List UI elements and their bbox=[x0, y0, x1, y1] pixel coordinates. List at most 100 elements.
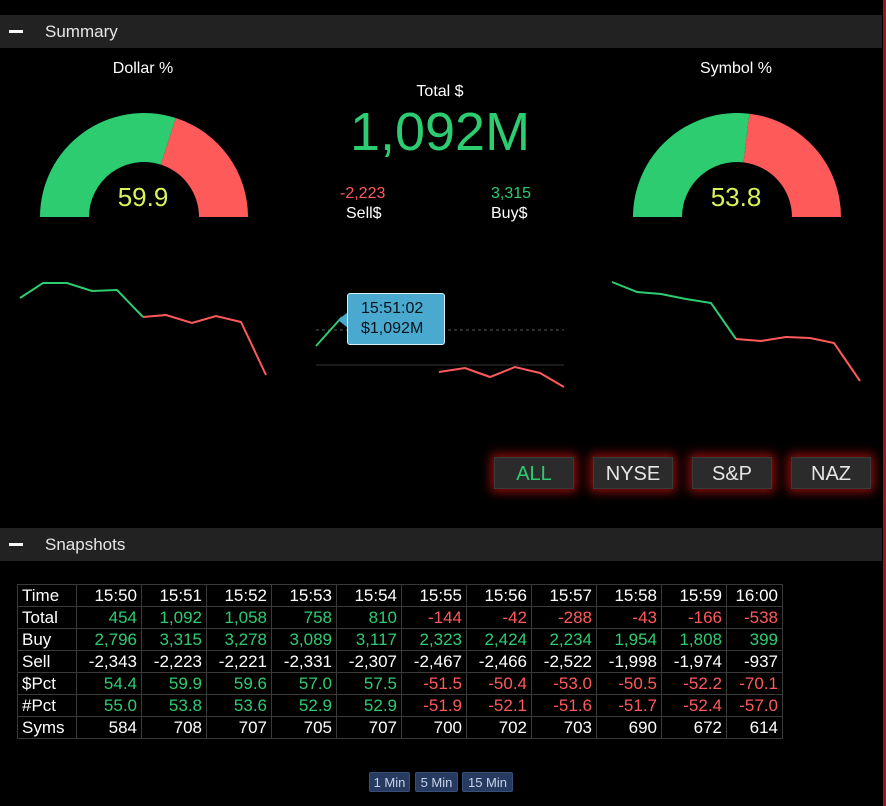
interval-1min-button[interactable]: 1 Min bbox=[369, 772, 410, 792]
table-row: $Pct 54.4 59.9 59.6 57.0 57.5 -51.5 -50.4 -53.0-… bbox=[17, 672, 783, 695]
table-cell: 614 bbox=[726, 716, 783, 739]
buy-label: Buy$ bbox=[491, 205, 528, 222]
table-cell: 672 bbox=[661, 716, 727, 739]
buy-value: 3,315 bbox=[491, 185, 532, 202]
table-cell: -538 bbox=[726, 606, 783, 629]
table-cell: -2,223 bbox=[141, 650, 207, 673]
row-label: Syms bbox=[17, 716, 77, 739]
table-row: #Pct 55.0 53.8 53.6 52.9 52.9 -51.9 -52.1 -51.6-… bbox=[17, 694, 783, 717]
interval-15min-button[interactable]: 15 Min bbox=[462, 772, 513, 792]
table-cell: 810 bbox=[336, 606, 402, 629]
time-header-cell: 15:59 bbox=[661, 584, 727, 607]
symbol-sparkline-down bbox=[735, 335, 861, 382]
table-cell: -1,974 bbox=[661, 650, 727, 673]
table-cell: 707 bbox=[206, 716, 272, 739]
filter-nyse-button[interactable]: NYSE bbox=[593, 457, 673, 489]
table-cell: -43 bbox=[596, 606, 662, 629]
table-cell: 53.8 bbox=[141, 694, 207, 717]
table-cell: -52.1 bbox=[466, 694, 532, 717]
dollar-gauge-buy-arc bbox=[40, 112, 176, 217]
symbol-sparkline-up bbox=[611, 281, 737, 340]
table-cell: 3,117 bbox=[336, 628, 402, 651]
sell-value: -2,223 bbox=[340, 185, 386, 202]
total-label: Total $ bbox=[416, 83, 464, 100]
table-cell: 57.0 bbox=[271, 672, 337, 695]
summary-title: Summary bbox=[45, 22, 118, 41]
table-cell: 2,424 bbox=[466, 628, 532, 651]
symbol-gauge-buy-arc bbox=[633, 112, 750, 217]
table-cell: -70.1 bbox=[726, 672, 783, 695]
total-sparkline[interactable] bbox=[312, 300, 570, 395]
collapse-icon[interactable] bbox=[9, 543, 23, 546]
dollar-gauge-title: Dollar % bbox=[112, 60, 174, 77]
table-cell: 53.6 bbox=[206, 694, 272, 717]
table-row: Syms 584 708 707 705 707 700 702 703 690 672 614 bbox=[17, 716, 783, 739]
filter-naz-button[interactable]: NAZ bbox=[791, 457, 871, 489]
time-header-cell: 15:54 bbox=[336, 584, 402, 607]
table-cell: -166 bbox=[661, 606, 727, 629]
table-row: Buy 2,796 3,315 3,278 3,089 3,117 2,323 2,424 2,… bbox=[17, 628, 783, 651]
table-cell: 703 bbox=[531, 716, 597, 739]
dollar-gauge-value: 59.9 bbox=[117, 182, 169, 212]
row-label: Time bbox=[17, 584, 77, 607]
table-cell: -57.0 bbox=[726, 694, 783, 717]
table-cell: 705 bbox=[271, 716, 337, 739]
table-cell: 2,323 bbox=[401, 628, 467, 651]
table-cell: 1,092 bbox=[141, 606, 207, 629]
table-cell: 1,954 bbox=[596, 628, 662, 651]
table-cell: 584 bbox=[76, 716, 142, 739]
table-cell: 57.5 bbox=[336, 672, 402, 695]
filter-all-button[interactable]: ALL bbox=[494, 457, 574, 489]
table-cell: -2,467 bbox=[401, 650, 467, 673]
symbol-gauge-value: 53.8 bbox=[710, 182, 762, 212]
table-cell: -52.2 bbox=[661, 672, 727, 695]
table-cell: -51.5 bbox=[401, 672, 467, 695]
snapshots-section-header[interactable]: Snapshots bbox=[0, 528, 882, 561]
dollar-sparkline-down bbox=[142, 313, 267, 376]
table-cell: -52.4 bbox=[661, 694, 727, 717]
table-cell: 52.9 bbox=[271, 694, 337, 717]
dollar-gauge-sell-arc bbox=[160, 117, 248, 217]
filter-sp-button[interactable]: S&P bbox=[692, 457, 772, 489]
summary-section-header[interactable]: Summary bbox=[0, 15, 882, 48]
snapshots-title: Snapshots bbox=[45, 535, 126, 554]
total-sparkline-up bbox=[315, 316, 343, 347]
total-sparkline-down bbox=[438, 365, 565, 388]
table-cell: -53.0 bbox=[531, 672, 597, 695]
table-cell: -2,221 bbox=[206, 650, 272, 673]
table-cell: 1,058 bbox=[206, 606, 272, 629]
tooltip-time: 15:51:02 bbox=[361, 300, 424, 317]
table-cell: 2,234 bbox=[531, 628, 597, 651]
symbol-gauge-title: Symbol % bbox=[699, 60, 773, 77]
table-cell: 55.0 bbox=[76, 694, 142, 717]
table-cell: -50.4 bbox=[466, 672, 532, 695]
table-cell: -51.9 bbox=[401, 694, 467, 717]
interval-5min-button[interactable]: 5 Min bbox=[415, 772, 458, 792]
time-header-cell: 15:51 bbox=[141, 584, 207, 607]
symbol-gauge bbox=[633, 112, 841, 217]
dollar-sparkline-up bbox=[19, 282, 144, 318]
window-edge bbox=[883, 0, 886, 806]
table-cell: 3,315 bbox=[141, 628, 207, 651]
table-cell: 3,278 bbox=[206, 628, 272, 651]
table-header-row: Time 15:50 15:51 15:52 15:53 15:54 15:55 15:56 1… bbox=[17, 584, 783, 607]
table-cell: -51.6 bbox=[531, 694, 597, 717]
table-cell: -50.5 bbox=[596, 672, 662, 695]
time-header-cell: 15:58 bbox=[596, 584, 662, 607]
table-cell: 2,796 bbox=[76, 628, 142, 651]
time-header-cell: 15:52 bbox=[206, 584, 272, 607]
table-cell: -2,343 bbox=[76, 650, 142, 673]
chart-tooltip: 15:51:02 $1,092M bbox=[347, 293, 445, 345]
row-label: Total bbox=[17, 606, 77, 629]
tooltip-pointer bbox=[338, 312, 348, 328]
table-cell: 707 bbox=[336, 716, 402, 739]
dollar-gauge bbox=[40, 112, 248, 217]
time-header-cell: 15:57 bbox=[531, 584, 597, 607]
table-row: Sell -2,343 -2,223 -2,221 -2,331 -2,307 -2,467… bbox=[17, 650, 783, 673]
tooltip-value: $1,092M bbox=[361, 320, 424, 337]
table-cell: 52.9 bbox=[336, 694, 402, 717]
table-cell: 700 bbox=[401, 716, 467, 739]
collapse-icon[interactable] bbox=[9, 30, 23, 33]
time-header-cell: 15:55 bbox=[401, 584, 467, 607]
time-header-cell: 15:53 bbox=[271, 584, 337, 607]
